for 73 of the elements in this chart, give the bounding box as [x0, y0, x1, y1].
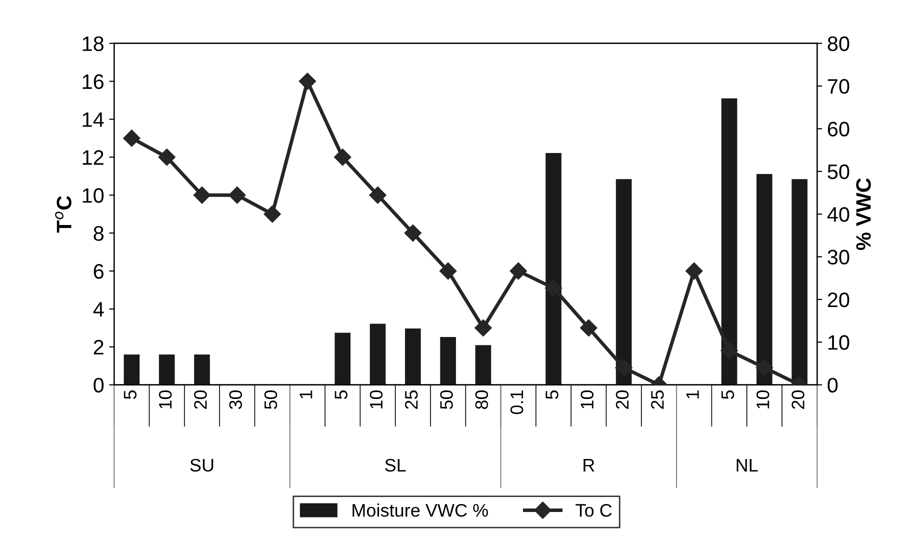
y2-tick-label: 70 [828, 79, 850, 94]
point [264, 206, 281, 223]
bar [334, 332, 351, 385]
point [615, 359, 632, 376]
point [544, 280, 562, 297]
point [474, 319, 492, 336]
y-tick-label: 12 [82, 150, 104, 165]
y2-tick-label: 0 [828, 378, 838, 393]
y2-tick-label: 60 [828, 122, 850, 136]
point [334, 148, 352, 166]
point [228, 186, 246, 204]
y2-tick-label: 30 [828, 250, 850, 265]
x-tick-label: 50 [440, 390, 453, 410]
point [158, 148, 176, 166]
bar [440, 337, 456, 385]
x-tick-label: 10 [580, 390, 594, 408]
point [369, 186, 386, 204]
bar [158, 354, 175, 385]
x-tick-label: 5 [124, 390, 137, 399]
text: SU [190, 458, 214, 472]
bar [404, 328, 421, 385]
x-tick-label: 25 [404, 390, 418, 409]
x-tick-label: 5 [334, 390, 348, 399]
x-tick-label: 20 [792, 390, 804, 409]
x-tick-label: 5 [546, 390, 558, 399]
point [756, 359, 773, 376]
x-tick-label: 80 [475, 390, 488, 409]
x-tick-label: 50 [264, 390, 278, 410]
y2-tick-label: 80 [828, 36, 850, 52]
x-tick-label: 10 [370, 390, 383, 408]
bar [124, 354, 140, 385]
y-tick-label: 6 [94, 264, 104, 279]
y-tick-label: 18 [82, 36, 104, 52]
x-tick-label: 30 [229, 390, 242, 410]
point [510, 262, 527, 280]
point [404, 224, 422, 242]
x-tick-label: 25 [651, 390, 664, 409]
text: NL [736, 459, 758, 472]
point [686, 262, 703, 280]
y-axis-title: T$^{o}$C [55, 196, 72, 233]
x-tick-label: 10 [756, 390, 770, 408]
legend-label: To C [576, 504, 612, 517]
y2-tick-label: 50 [828, 164, 850, 180]
point [298, 72, 316, 90]
y-tick-label: 0 [94, 378, 104, 393]
bar [370, 324, 386, 385]
bar [475, 345, 492, 385]
y2-axis-title: % VWC [856, 178, 871, 250]
y-tick-label: 8 [94, 226, 104, 241]
x-tick-label: 20 [194, 390, 207, 409]
text: SL [385, 458, 406, 472]
x-tick-label: 1 [686, 390, 699, 398]
x-tick-label: 0.1 [510, 390, 524, 414]
y2-tick-label: 10 [828, 335, 850, 350]
legend-label: Moisture VWC % [352, 504, 488, 517]
bar [194, 354, 210, 385]
point [580, 319, 598, 336]
y2-tick-label: 20 [828, 292, 850, 308]
y-tick-label: 14 [82, 112, 104, 127]
point [123, 130, 140, 147]
point [440, 262, 457, 280]
y-tick-label: 10 [82, 188, 104, 203]
y-tick-label: 2 [94, 340, 104, 354]
point [193, 186, 211, 204]
x-tick-label: 20 [616, 390, 629, 409]
x-tick-label: 10 [158, 390, 172, 408]
y2-tick-label: 40 [827, 207, 850, 222]
point [720, 342, 738, 360]
x-tick-label: 5 [722, 390, 734, 399]
text: R [584, 459, 594, 472]
y-tick-label: 16 [82, 74, 104, 90]
x-tick-label: 1 [300, 390, 312, 398]
y-tick-label: 4 [93, 302, 104, 316]
